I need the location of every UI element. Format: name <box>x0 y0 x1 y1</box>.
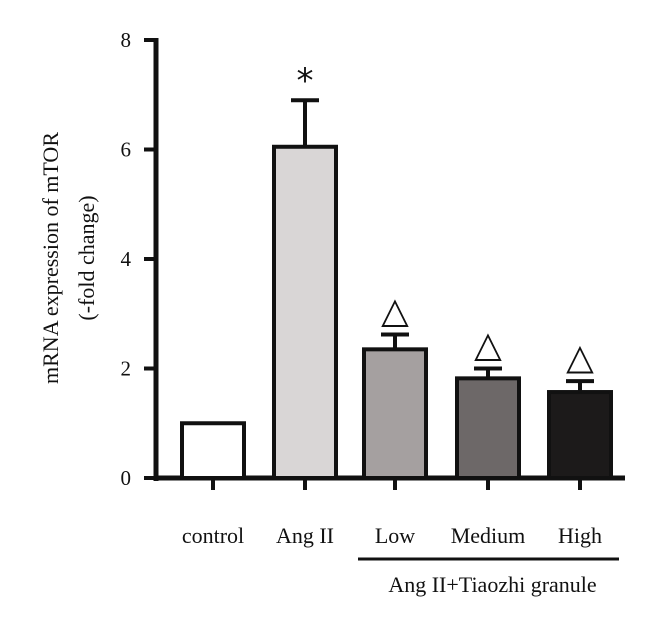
group-bracket: Ang II+Tiaozhi granule <box>358 557 619 597</box>
x-label-high: High <box>558 523 602 548</box>
y-tick-label: 0 <box>121 466 132 490</box>
significance-marker-ang-ii: * <box>297 61 314 101</box>
x-label-control: control <box>182 523 244 548</box>
y-tick-label: 8 <box>121 28 132 52</box>
x-label-ang-ii: Ang II <box>276 523 334 548</box>
y-tick-label: 2 <box>121 357 132 381</box>
bar-high <box>547 390 613 481</box>
significance-marker-medium: △ <box>474 325 502 366</box>
y-ticks: 0 2 4 6 8 <box>121 28 156 490</box>
y-tick-label: 4 <box>121 247 132 271</box>
y-tick-label: 6 <box>121 138 132 162</box>
bar-low <box>362 347 428 480</box>
bars: * △ △ △ <box>180 61 613 481</box>
group-label: Ang II+Tiaozhi granule <box>388 572 596 597</box>
bar-control <box>180 421 246 480</box>
x-label-low: Low <box>375 523 415 548</box>
bar-medium <box>455 376 521 481</box>
significance-marker-low: △ <box>381 291 409 332</box>
x-label-medium: Medium <box>451 523 526 548</box>
bar-ang-ii <box>272 144 338 480</box>
y-axis-title: mRNA expression of mTOR (-fold change) <box>38 132 99 384</box>
significance-marker-high: △ <box>566 337 594 378</box>
y-axis-title-line-1: mRNA expression of mTOR <box>38 132 63 384</box>
y-axis-title-line-2: (-fold change) <box>74 195 99 320</box>
x-labels: control Ang II Low Medium High <box>182 523 602 548</box>
